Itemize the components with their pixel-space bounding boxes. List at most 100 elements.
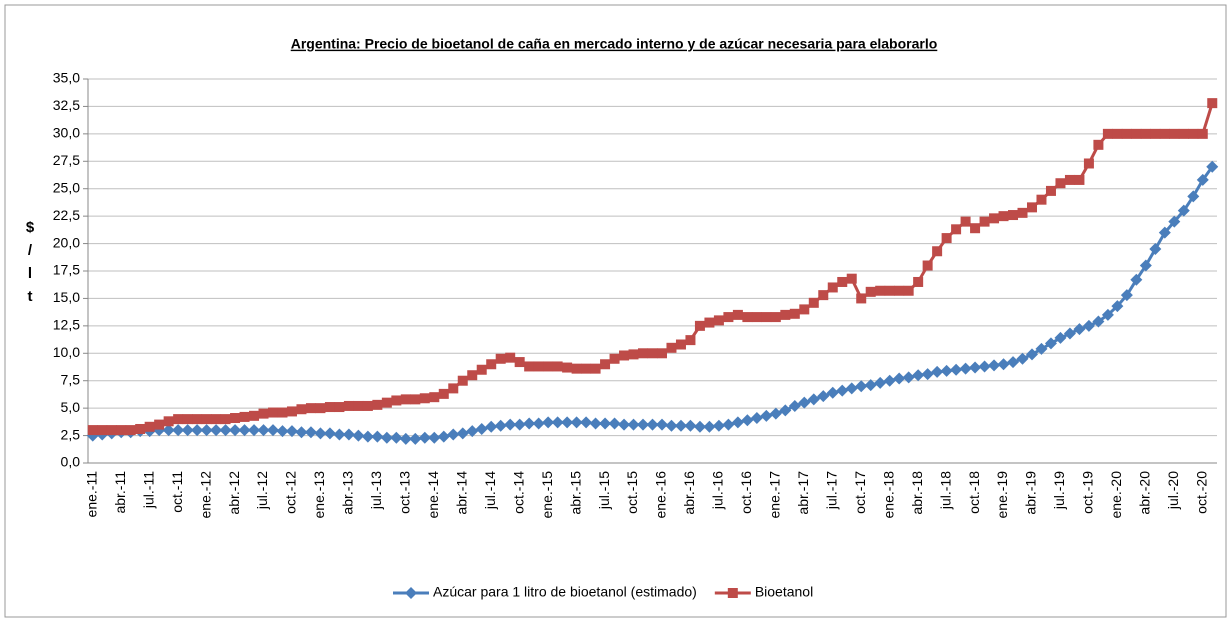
marker: [789, 308, 800, 319]
marker: [1206, 160, 1219, 173]
x-tick-label: jul.-16: [710, 471, 726, 510]
marker: [1101, 308, 1114, 321]
marker: [627, 418, 640, 431]
marker: [542, 416, 555, 429]
marker: [561, 416, 574, 429]
marker: [106, 425, 117, 436]
marker: [799, 304, 810, 315]
marker: [1149, 243, 1162, 256]
marker: [703, 420, 716, 433]
marker: [675, 339, 686, 350]
marker: [950, 363, 963, 376]
marker: [951, 224, 962, 235]
marker: [600, 359, 611, 370]
marker: [922, 260, 933, 271]
marker: [1074, 174, 1085, 185]
marker: [1054, 331, 1067, 344]
x-tick-label: abr.-12: [226, 471, 242, 515]
marker: [429, 392, 440, 403]
marker: [162, 424, 175, 437]
marker: [476, 364, 487, 375]
marker: [1083, 158, 1094, 169]
marker: [865, 286, 876, 297]
marker: [1131, 128, 1142, 139]
marker: [894, 285, 905, 296]
marker: [846, 273, 857, 284]
x-tick-label: jul.-18: [937, 471, 953, 510]
marker: [666, 342, 677, 353]
marker: [580, 416, 593, 429]
marker: [220, 414, 231, 425]
marker: [116, 425, 127, 436]
marker: [1177, 204, 1190, 217]
marker: [125, 425, 136, 436]
marker: [1016, 352, 1029, 365]
marker: [447, 428, 460, 441]
marker: [154, 419, 165, 430]
marker: [353, 400, 364, 411]
marker: [656, 348, 667, 359]
marker: [381, 397, 392, 408]
x-tick-label: abr.-13: [340, 471, 356, 515]
x-tick-label: ene.-20: [1108, 471, 1124, 519]
y-axis-label: $: [26, 219, 35, 236]
marker: [361, 430, 374, 443]
x-tick-label: jul.-15: [596, 471, 612, 510]
marker: [201, 414, 212, 425]
marker: [200, 424, 213, 437]
marker: [1178, 128, 1189, 139]
marker: [229, 424, 242, 437]
x-tick-label: ene.-11: [83, 471, 99, 518]
marker: [239, 411, 250, 422]
marker: [342, 428, 355, 441]
marker: [902, 371, 915, 384]
marker: [1035, 342, 1048, 355]
marker: [609, 353, 620, 364]
marker: [619, 350, 630, 361]
chart-border: [4, 4, 1227, 618]
marker: [380, 431, 393, 444]
marker: [315, 403, 326, 414]
marker: [533, 361, 544, 372]
marker: [1112, 128, 1123, 139]
marker: [751, 312, 762, 323]
x-tick-label: jul.-14: [482, 471, 498, 510]
marker: [845, 382, 858, 395]
marker: [722, 418, 735, 431]
marker: [173, 414, 184, 425]
marker: [1168, 215, 1181, 228]
marker: [646, 418, 659, 431]
marker: [818, 290, 829, 301]
x-tick-label: jul.-12: [254, 471, 270, 510]
legend-label: Bioetanol: [755, 584, 813, 600]
marker: [1139, 259, 1152, 272]
marker: [874, 376, 887, 389]
marker: [798, 396, 811, 409]
marker: [418, 431, 431, 444]
marker: [295, 426, 308, 439]
marker: [1120, 289, 1133, 302]
marker: [742, 312, 753, 323]
marker: [1169, 128, 1180, 139]
marker: [551, 416, 564, 429]
marker: [837, 276, 848, 287]
marker: [638, 348, 649, 359]
marker: [334, 402, 345, 413]
marker: [727, 588, 738, 598]
marker: [543, 361, 554, 372]
marker: [457, 375, 468, 386]
marker: [267, 424, 280, 437]
y-tick-label: 17,5: [53, 262, 80, 278]
marker: [912, 369, 925, 382]
legend-label: Azúcar para 1 litro de bioetanol (estima…: [433, 584, 697, 600]
marker: [779, 404, 792, 417]
marker: [428, 431, 441, 444]
marker: [248, 424, 261, 437]
marker: [941, 233, 952, 244]
marker: [913, 276, 924, 287]
marker: [532, 417, 545, 430]
x-tick-label: abr.-16: [681, 471, 697, 515]
y-tick-label: 10,0: [53, 344, 80, 360]
marker: [343, 400, 354, 411]
